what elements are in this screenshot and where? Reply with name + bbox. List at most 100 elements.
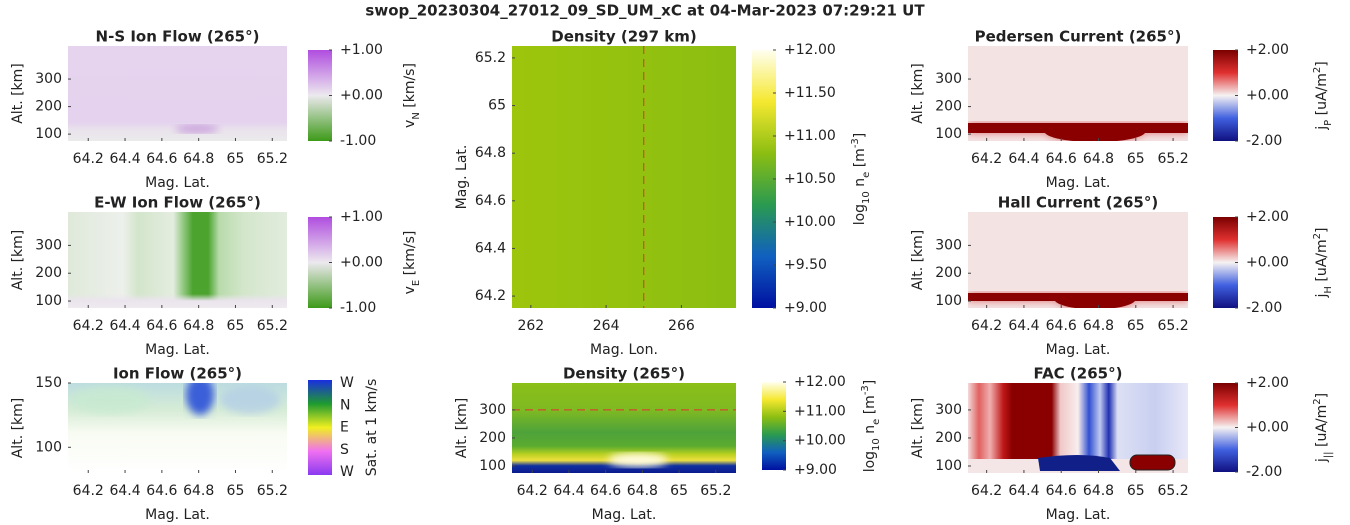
label-part: [uA/m — [1314, 239, 1330, 286]
colorbar-label: jH [uA/m2] — [1312, 228, 1334, 299]
y-tick-label: 200 — [479, 430, 506, 446]
colorbar — [308, 217, 332, 308]
field-blob — [175, 125, 219, 133]
x-tick-label: 64.4 — [109, 151, 140, 167]
colorbar — [1213, 217, 1238, 308]
x-tick-label: 65 — [1127, 151, 1145, 167]
x-tick-label: 64.6 — [146, 151, 177, 167]
y-axis-label: Alt. [km] — [910, 230, 926, 291]
colorbar — [308, 50, 332, 141]
colorbar-tick-label: +10.00 — [784, 214, 836, 230]
colorbar — [308, 380, 332, 475]
x-axis-label: Mag. Lat. — [145, 342, 210, 358]
x-axis-label: Mag. Lat. — [1046, 507, 1111, 523]
colorbar-tick-label: +0.00 — [1246, 420, 1289, 436]
label-part: ] — [852, 133, 868, 138]
y-tick-label: 200 — [935, 99, 962, 115]
x-axis-label: Mag. Lat. — [145, 507, 210, 523]
panel-title: Density (297 km) — [551, 28, 696, 46]
x-tick-label: 64.8 — [627, 483, 658, 499]
label-part: E — [411, 280, 422, 286]
x-tick-label: 64.6 — [146, 318, 177, 334]
y-axis-label: Alt. [km] — [910, 63, 926, 124]
x-tick-label: 64.4 — [1008, 151, 1039, 167]
colorbar-tick-label: +0.00 — [1246, 255, 1289, 271]
x-tick-label: 65.2 — [257, 483, 288, 499]
x-tick-label: 64.2 — [517, 483, 548, 499]
x-tick-label: 64.2 — [73, 151, 104, 167]
x-tick-label: 64.8 — [183, 483, 214, 499]
y-axis-label: Alt. [km] — [910, 398, 926, 459]
field-blob — [220, 386, 280, 414]
colorbar-tick-label: +9.00 — [794, 462, 837, 478]
label-part: [m — [862, 395, 878, 419]
field-blob — [1129, 454, 1176, 471]
y-tick-label: 300 — [35, 237, 62, 253]
y-tick-label: 64.8 — [475, 145, 506, 161]
colorbar-tick-label: +11.50 — [784, 85, 836, 101]
x-tick-label: 65 — [1127, 318, 1145, 334]
panel-title: Pedersen Current (265°) — [975, 28, 1182, 46]
label-part: 2 — [1312, 398, 1323, 404]
colorbar-tick-label: -2.00 — [1246, 133, 1282, 149]
colorbar-label: Sat. at 1 km/s — [364, 379, 380, 477]
label-part: H — [1323, 286, 1334, 294]
colorbar — [762, 382, 786, 470]
x-tick-label: 65 — [227, 318, 245, 334]
figure-title: swop_20230304_27012_09_SD_UM_xC at 04-Ma… — [365, 2, 925, 20]
colorbar-tick-label: E — [340, 420, 349, 436]
colorbar-tick-label: N — [340, 397, 350, 413]
field — [68, 294, 287, 308]
panel-title: Density (265°) — [563, 365, 685, 383]
label-part: N — [411, 112, 422, 119]
x-tick-label: 64.6 — [1046, 318, 1077, 334]
label-part: v — [402, 286, 418, 294]
label-part: -3 — [850, 138, 861, 148]
y-tick-label: 200 — [35, 99, 62, 115]
label-part: 10 — [871, 438, 882, 451]
colorbar-tick-label: +9.50 — [784, 257, 827, 273]
label-part: [km/s] — [402, 231, 418, 280]
x-tick-label: 266 — [668, 318, 695, 334]
colorbar — [752, 50, 776, 308]
colorbar-label: log10 ne [m-3] — [860, 380, 882, 473]
x-axis-label: Mag. Lat. — [1046, 175, 1111, 191]
y-tick-label: 64.2 — [475, 288, 506, 304]
label-part: 10 — [861, 191, 872, 204]
panel-title: N-S Ion Flow (265°) — [96, 28, 260, 46]
x-tick-label: 65.2 — [1157, 483, 1188, 499]
colorbar-tick-label: +2.00 — [1246, 375, 1289, 391]
label-part: -3 — [860, 385, 871, 395]
colorbar-tick-label: +2.00 — [1246, 209, 1289, 225]
colorbar-tick-label: +11.00 — [794, 403, 846, 419]
y-tick-label: 100 — [479, 458, 506, 474]
label-part: j — [1314, 294, 1330, 299]
x-tick-label: 65 — [227, 151, 245, 167]
x-tick-label: 64.4 — [1008, 318, 1039, 334]
y-tick-label: 200 — [935, 265, 962, 281]
heatmap — [68, 383, 287, 473]
panel-title: E-W Ion Flow (265°) — [94, 194, 261, 212]
colorbar-label: vE [km/s] — [402, 231, 422, 295]
x-tick-label: 64.2 — [73, 483, 104, 499]
y-axis-label: Alt. [km] — [10, 230, 26, 291]
x-tick-label: 64.4 — [109, 483, 140, 499]
colorbar-tick-label: W — [340, 464, 354, 480]
y-tick-label: 200 — [35, 265, 62, 281]
x-tick-label: 65.2 — [1157, 318, 1188, 334]
heatmap — [968, 212, 1188, 308]
colorbar-tick-label: +12.00 — [784, 42, 836, 58]
panel-title: FAC (265°) — [1034, 365, 1123, 383]
label-part: j — [1314, 458, 1330, 463]
label-part: ] — [1314, 228, 1330, 233]
colorbar-tick-label: -1.00 — [340, 300, 376, 316]
label-part: 2 — [1312, 67, 1323, 73]
y-tick-label: 64.4 — [475, 240, 506, 256]
colorbar-tick-label: -2.00 — [1246, 464, 1282, 480]
colorbar-tick-label: -1.00 — [340, 133, 376, 149]
y-tick-label: 65.2 — [475, 50, 506, 66]
y-tick-label: 100 — [935, 458, 962, 474]
x-tick-label: 64.2 — [971, 318, 1002, 334]
colorbar-tick-label: +0.00 — [1246, 88, 1289, 104]
